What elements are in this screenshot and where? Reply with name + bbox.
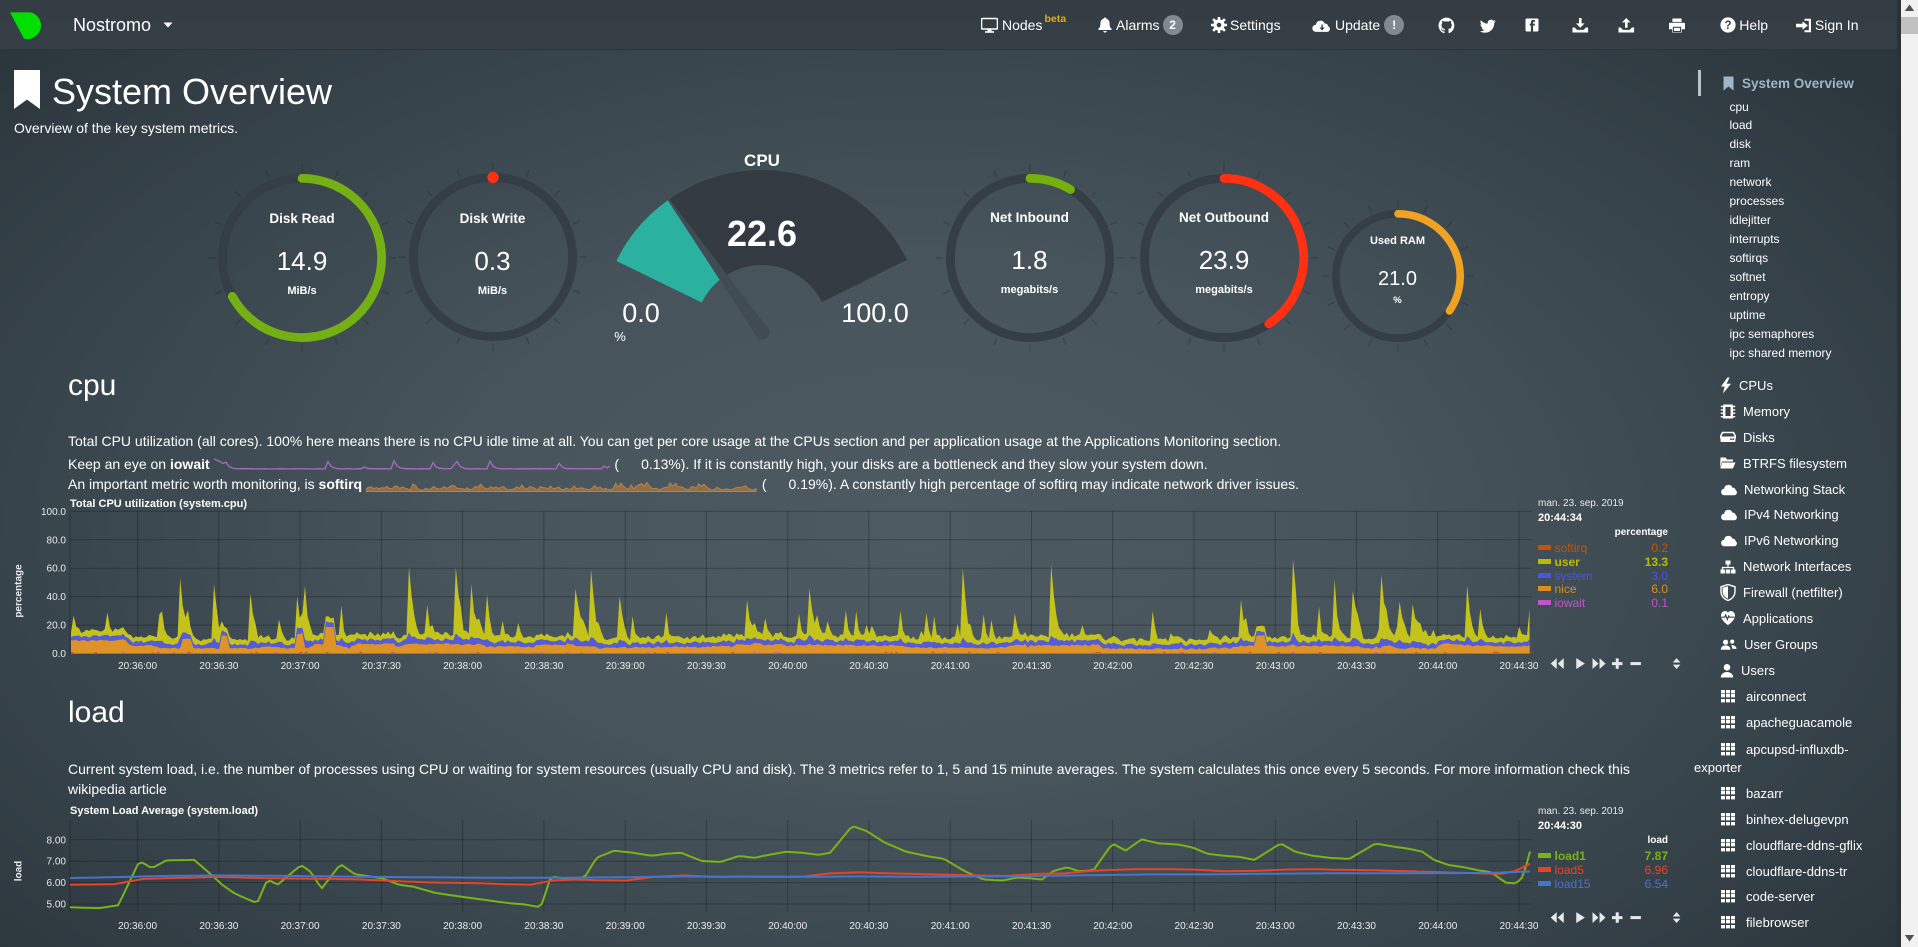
svg-text:20:37:00: 20:37:00 [281,921,320,932]
svg-text:20:44:00: 20:44:00 [1418,921,1457,932]
svg-text:load: load [14,861,25,882]
svg-text:20:39:30: 20:39:30 [687,661,726,672]
svg-text:20:43:00: 20:43:00 [1256,661,1295,672]
svg-text:20:37:30: 20:37:30 [362,661,401,672]
svg-text:20:41:30: 20:41:30 [1012,661,1051,672]
svg-text:20:43:30: 20:43:30 [1337,661,1376,672]
svg-text:100.0: 100.0 [41,507,66,518]
svg-text:20.0: 20.0 [47,621,67,632]
svg-text:20:38:30: 20:38:30 [524,661,563,672]
svg-text:40.0: 40.0 [47,592,67,603]
svg-text:20:40:30: 20:40:30 [849,661,888,672]
svg-text:20:42:30: 20:42:30 [1175,921,1214,932]
svg-text:20:36:00: 20:36:00 [118,661,157,672]
svg-text:80.0: 80.0 [47,535,67,546]
svg-text:20:42:00: 20:42:00 [1093,661,1132,672]
svg-text:20:37:00: 20:37:00 [281,661,320,672]
svg-text:20:39:00: 20:39:00 [606,921,645,932]
svg-text:20:36:30: 20:36:30 [199,661,238,672]
svg-text:0.0: 0.0 [52,649,66,660]
svg-text:20:36:00: 20:36:00 [118,921,157,932]
svg-text:20:44:30: 20:44:30 [1500,921,1539,932]
svg-text:20:42:00: 20:42:00 [1093,921,1132,932]
svg-text:20:40:00: 20:40:00 [768,921,807,932]
svg-text:20:38:00: 20:38:00 [443,921,482,932]
svg-text:20:44:30: 20:44:30 [1500,661,1539,672]
svg-text:20:40:30: 20:40:30 [849,921,888,932]
svg-text:20:41:00: 20:41:00 [931,661,970,672]
svg-text:20:38:30: 20:38:30 [524,921,563,932]
svg-text:20:38:00: 20:38:00 [443,661,482,672]
svg-text:20:42:30: 20:42:30 [1175,661,1214,672]
svg-text:20:39:00: 20:39:00 [606,661,645,672]
svg-text:20:37:30: 20:37:30 [362,921,401,932]
svg-text:20:36:30: 20:36:30 [199,921,238,932]
svg-text:20:41:00: 20:41:00 [931,921,970,932]
svg-text:20:39:30: 20:39:30 [687,921,726,932]
svg-text:8.00: 8.00 [47,835,67,846]
svg-text:20:40:00: 20:40:00 [768,661,807,672]
svg-text:6.00: 6.00 [47,878,67,889]
svg-text:5.00: 5.00 [47,900,67,911]
svg-text:60.0: 60.0 [47,564,67,575]
svg-text:20:43:00: 20:43:00 [1256,921,1295,932]
svg-text:7.00: 7.00 [47,857,67,868]
svg-text:20:41:30: 20:41:30 [1012,921,1051,932]
svg-text:percentage: percentage [14,564,25,618]
svg-text:?: ? [1725,20,1732,32]
svg-text:20:44:00: 20:44:00 [1418,661,1457,672]
svg-text:20:43:30: 20:43:30 [1337,921,1376,932]
